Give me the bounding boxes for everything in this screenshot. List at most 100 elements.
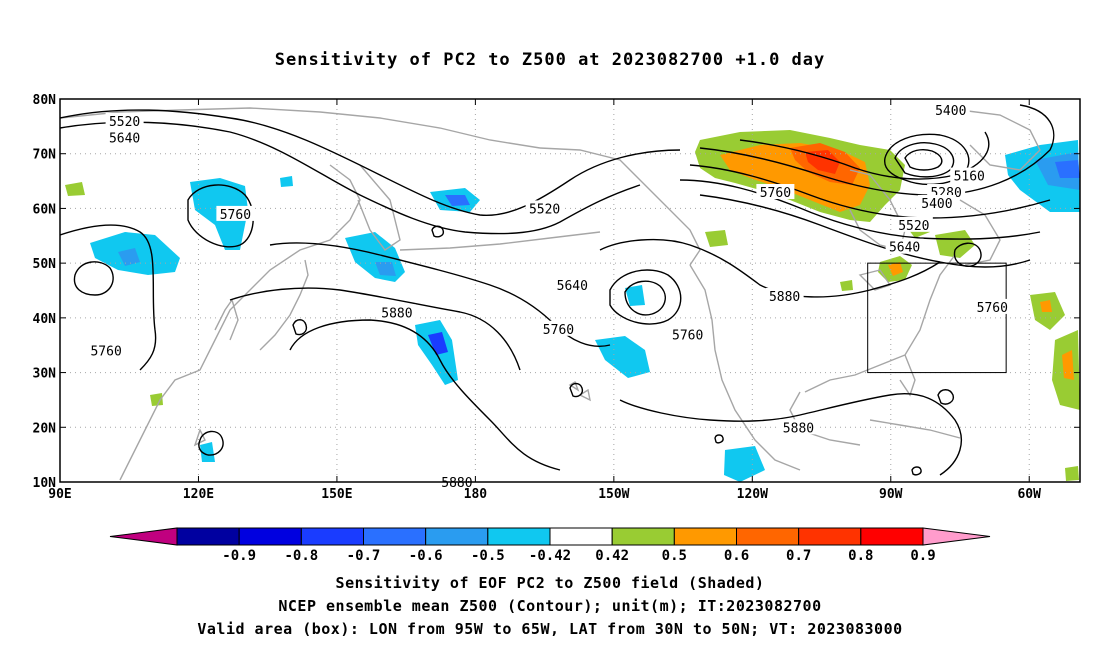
contour-pacific-low [609, 269, 682, 325]
contour-small-carib [911, 466, 922, 476]
coast-kamchatka [357, 164, 401, 251]
colorbar-label: 0.9 [910, 548, 935, 564]
contour-label-bg [973, 298, 1012, 314]
lat-label-30N: 30N [33, 367, 57, 382]
contour-label: 5760 [90, 345, 121, 360]
lon-label-90W: 90W [879, 487, 903, 502]
lon-label-150E: 150E [321, 487, 352, 502]
contour-small-north-east [953, 242, 982, 267]
colorbar-label: 0.5 [662, 548, 687, 564]
lat-label-80N: 80N [33, 93, 57, 108]
contour-5760-mid [60, 224, 157, 371]
coast-us-east [804, 254, 956, 393]
contour-label-bg [105, 129, 144, 145]
contour-label: 5640 [889, 241, 920, 256]
colorbar-box [736, 527, 800, 546]
negative-region-small2 [280, 176, 293, 187]
negative-region-asia-core [118, 248, 140, 266]
contour-label-bg [931, 101, 970, 117]
contour-label-bg [885, 238, 924, 254]
contour-asia-lobe [73, 261, 114, 296]
contour-small-bering [431, 225, 445, 238]
contour-small-taiwan [198, 430, 224, 456]
colorbar-box [487, 527, 551, 546]
contour-label-bg [377, 304, 416, 320]
positive-region-caribbean-orange [1062, 350, 1074, 380]
colorbar-box [798, 527, 862, 546]
lat-label-60N: 60N [33, 202, 57, 217]
contour-5160-low-inner [904, 149, 943, 171]
colorbar-box [860, 527, 924, 546]
colorbar-label: -0.7 [347, 548, 381, 564]
contour-manchuria-lobe [187, 184, 254, 248]
valid-area-box [867, 262, 1007, 374]
map-title: Sensitivity of PC2 to Z500 at 2023082700… [274, 50, 826, 70]
coast-east-asia [119, 164, 361, 481]
colorbar-box [300, 527, 365, 546]
coast-japan [259, 259, 309, 351]
positive-region-ne [935, 230, 975, 258]
contour-label-bg [765, 287, 804, 303]
latitude-labels: 80N 70N 60N 50N 40N 30N 20N 10N [33, 93, 57, 491]
contour-5640-east [679, 179, 1041, 240]
colorbar-label: 0.8 [848, 548, 873, 564]
contour-label: 5400 [921, 197, 952, 212]
colorbar-label: -0.9 [222, 548, 256, 564]
contour-5880-east [599, 238, 941, 298]
negative-region-greenland-deep [1055, 160, 1080, 178]
caption-contour: NCEP ensemble mean Z500 (Contour); unit(… [278, 597, 822, 615]
contour-label: 5760 [977, 301, 1008, 316]
lon-label-150W: 150W [598, 487, 629, 502]
coast-taiwan [193, 428, 206, 447]
contour-label: 5760 [543, 323, 574, 338]
lat-label-70N: 70N [33, 148, 57, 163]
colorbar-label: 0.6 [724, 548, 749, 564]
contour-label: 5880 [441, 476, 472, 491]
contour-5160-low [894, 142, 955, 178]
coast-labrador [959, 199, 1001, 266]
contour-label: 5520 [109, 115, 140, 130]
positive-region-atlantic-orange [1040, 300, 1052, 312]
contour-label: 5760 [760, 186, 791, 201]
colorbar-triangle-left [109, 527, 178, 546]
coast-aleutians [399, 231, 601, 251]
coast-florida [899, 354, 916, 397]
contour-small-pacific [569, 382, 584, 398]
longitude-labels: 90E 120E 150E 180 150W 120W 90W 60W [48, 487, 1041, 502]
contour-label: 5400 [935, 104, 966, 119]
lat-label-20N: 20N [33, 421, 57, 436]
negative-region-kamchatka [345, 232, 405, 282]
contour-5640-north [60, 121, 641, 235]
contour-label: 5880 [381, 306, 412, 321]
positive-region-small4 [840, 280, 853, 291]
lon-label-180: 180 [464, 487, 488, 502]
lat-label-10N: 10N [33, 476, 57, 491]
negative-region-kamchatka-core [375, 262, 396, 276]
contour-label-bg [105, 112, 144, 128]
contour-label: 5760 [220, 208, 251, 223]
contour-label: 5880 [769, 290, 800, 305]
map-frame [59, 98, 1081, 483]
positive-region-small5 [1065, 466, 1079, 481]
colorbar-label: 0.42 [595, 548, 629, 564]
contour-label-bg [894, 216, 933, 232]
contour-small-japan [292, 319, 308, 336]
contour-5880-pacific [229, 287, 521, 371]
negative-region-hawaii [595, 336, 650, 378]
coast-hawaii [578, 388, 591, 402]
coast-alaska [539, 147, 701, 266]
caption-valid-area: Valid area (box): LON from 95W to 65W, L… [197, 620, 903, 638]
contour-label: 5520 [529, 202, 560, 217]
contour-label: 5880 [783, 421, 814, 436]
positive-region-small1 [705, 230, 728, 247]
colorbar-label: -0.6 [409, 548, 443, 564]
contour-label-bg [756, 184, 795, 200]
negative-region-tropics [724, 446, 765, 482]
negative-region-bering-core [445, 195, 470, 206]
contour-label-bg [539, 320, 578, 336]
lat-label-40N: 40N [33, 312, 57, 327]
contour-5520-north [60, 109, 681, 217]
contour-label: 5160 [954, 170, 985, 185]
